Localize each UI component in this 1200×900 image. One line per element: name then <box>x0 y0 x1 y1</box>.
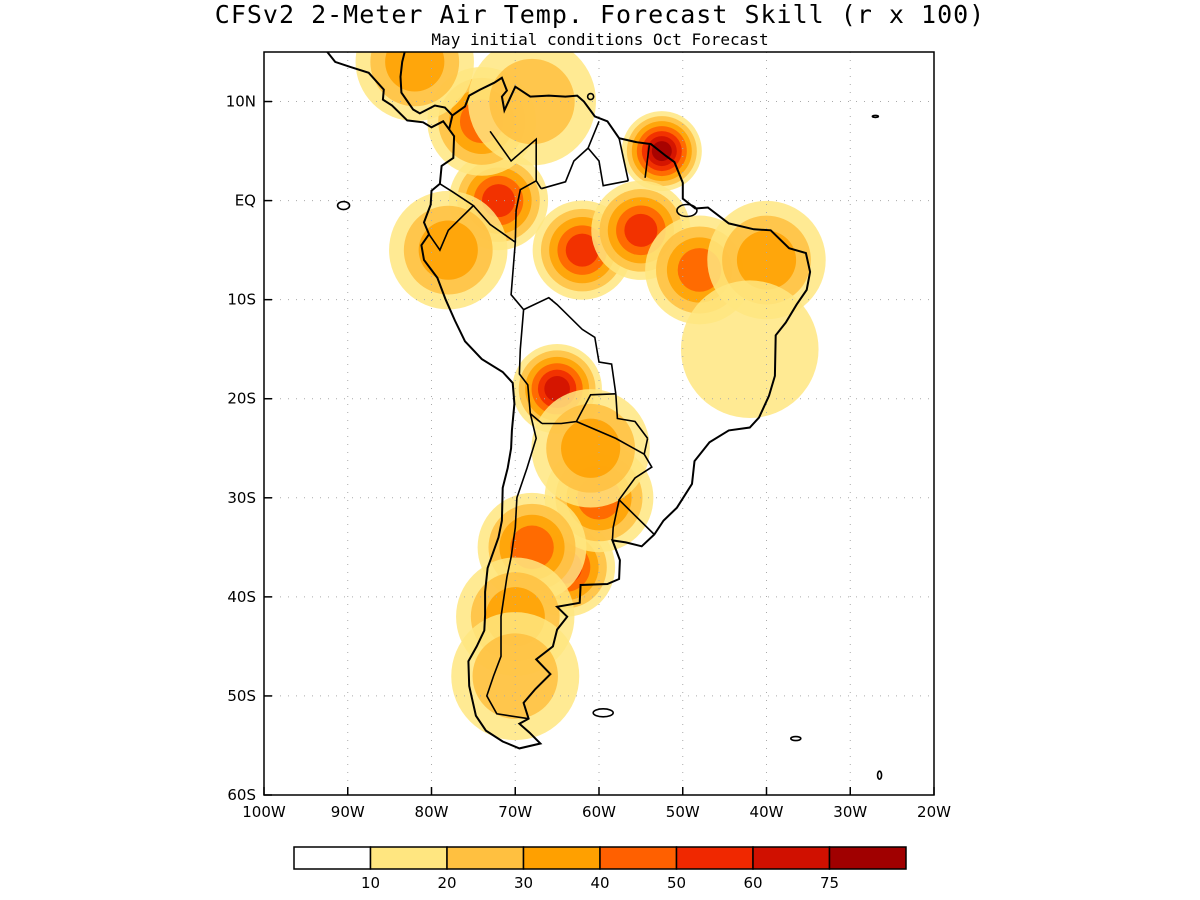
colorbar-swatch <box>599 846 678 870</box>
x-tick-label: 20W <box>917 803 951 821</box>
colorbar-swatch <box>446 846 525 870</box>
island-outline-5 <box>871 114 880 119</box>
skill-region-13-level-3 <box>418 220 478 280</box>
island-outline-4 <box>586 92 595 101</box>
country-border-8 <box>523 296 617 394</box>
country-border-7 <box>540 147 589 190</box>
y-tick-label: 30S <box>227 489 256 507</box>
colorbar-swatch <box>522 846 601 870</box>
country-border-6 <box>514 180 537 243</box>
country-border-2 <box>618 138 630 181</box>
country-border-12 <box>618 453 655 536</box>
colorbar-label: 75 <box>820 874 839 892</box>
skill-region-15-level-2 <box>489 58 575 145</box>
colorbar-label: 10 <box>361 874 380 892</box>
colorbar-swatch <box>828 846 907 870</box>
country-border-11 <box>615 393 649 439</box>
country-border-5 <box>428 183 475 252</box>
country-border-1 <box>587 120 629 187</box>
colorbar-swatch <box>752 846 831 870</box>
latitude-axis: 10N EQ 10S 20S 30S 40S 50S 60S <box>226 93 272 804</box>
y-tick-label: 50S <box>227 687 256 705</box>
longitude-axis: 100W 90W 80W 70W 60W 50W 40W 30W 20W <box>242 787 951 821</box>
y-tick-label: 40S <box>227 588 256 606</box>
map-title: CFSv2 2-Meter Air Temp. Forecast Skill (… <box>214 0 986 29</box>
colorbar-label: 40 <box>590 874 609 892</box>
central-america-coastline-caribbean <box>399 52 454 117</box>
y-tick-label: 20S <box>227 390 256 408</box>
south-america-coastline <box>420 76 812 750</box>
colorbar-swatch <box>293 846 372 870</box>
x-tick-label: 100W <box>242 803 286 821</box>
skill-shading <box>355 52 826 741</box>
colorbar-label: 60 <box>743 874 762 892</box>
skill-region-4-level-5 <box>624 213 658 247</box>
x-tick-label: 30W <box>833 803 867 821</box>
x-tick-label: 50W <box>666 803 700 821</box>
country-border-4 <box>472 205 543 425</box>
x-tick-label: 60W <box>582 803 616 821</box>
skill-region-14-level-1 <box>680 280 819 419</box>
country-border-10 <box>576 420 649 456</box>
skill-region-3-level-5 <box>565 233 599 267</box>
colorbar-label: 30 <box>514 874 533 892</box>
y-tick-label: 60S <box>227 786 256 804</box>
skill-region-17-level-3 <box>385 52 445 92</box>
country-border-0 <box>489 130 542 190</box>
island-outline-2 <box>790 735 802 742</box>
x-tick-label: 90W <box>331 803 365 821</box>
country-border-13 <box>611 499 620 541</box>
marajo-island <box>676 203 698 218</box>
colorbar-swatch <box>675 846 754 870</box>
map-subtitle: May initial conditions Oct Forecast <box>431 30 769 49</box>
y-tick-label: 10S <box>227 291 256 309</box>
island-outline-1 <box>336 200 351 211</box>
country-border-14 <box>485 413 538 720</box>
colorbar-label: 50 <box>667 874 686 892</box>
country-border-3 <box>644 144 651 178</box>
skill-region-1-level-6 <box>544 376 570 402</box>
x-tick-label: 80W <box>415 803 449 821</box>
colorbar: 10 20 30 40 50 60 75 <box>293 846 907 892</box>
central-america-coastline-pacific <box>326 52 450 130</box>
y-tick-label: EQ <box>235 192 256 210</box>
y-tick-label: 10N <box>226 93 256 111</box>
coastlines <box>326 52 883 780</box>
x-tick-label: 70W <box>498 803 532 821</box>
x-tick-label: 40W <box>750 803 784 821</box>
island-outline-3 <box>876 770 883 780</box>
island-outline-0 <box>592 707 614 718</box>
colorbar-swatch <box>369 846 448 870</box>
colorbar-label: 20 <box>437 874 456 892</box>
